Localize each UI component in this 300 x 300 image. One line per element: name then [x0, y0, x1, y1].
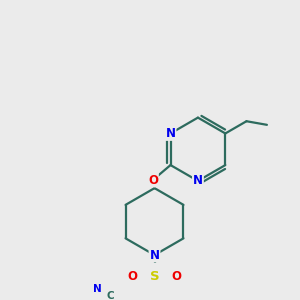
- Text: O: O: [171, 270, 181, 283]
- Text: N: N: [166, 127, 176, 140]
- Text: N: N: [149, 249, 160, 262]
- Text: O: O: [128, 270, 138, 283]
- Text: N: N: [193, 174, 203, 188]
- Text: O: O: [148, 173, 158, 187]
- Text: N: N: [94, 284, 102, 294]
- Text: C: C: [106, 291, 114, 300]
- Text: S: S: [150, 270, 159, 283]
